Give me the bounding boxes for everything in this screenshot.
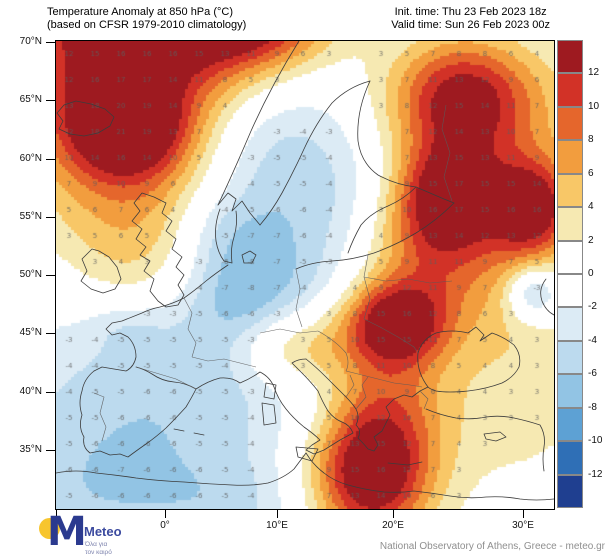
lat-label: 50°N <box>19 269 42 281</box>
colorbar-swatch <box>557 340 583 375</box>
lat-tick <box>46 333 55 335</box>
colorbar-swatch <box>557 240 583 274</box>
colorbar-swatch <box>557 374 583 408</box>
colorbar-swatch <box>557 106 583 141</box>
colorbar-label: -4 <box>588 334 597 346</box>
colorbar-swatch <box>557 173 583 208</box>
meteo-m-mark: M <box>47 509 87 555</box>
colorbar-swatch <box>557 307 583 341</box>
lat-tick <box>46 42 55 43</box>
lat-label: 40°N <box>19 385 42 397</box>
attribution-text: National Observatory of Athens, Greece -… <box>379 541 605 552</box>
colorbar-swatch <box>557 441 583 475</box>
colorbar-label: -2 <box>588 301 597 313</box>
colorbar <box>557 40 584 508</box>
colorbar-swatch <box>557 207 583 241</box>
colorbar-label: 12 <box>588 67 600 79</box>
sun-icon <box>39 518 60 539</box>
colorbar-label: 10 <box>588 100 600 112</box>
lat-tick <box>46 158 55 160</box>
lat-tick <box>46 216 55 218</box>
colorbar-swatch <box>557 40 583 74</box>
colorbar-swatch <box>557 474 583 508</box>
lon-label: 20°E <box>382 520 404 531</box>
lat-label: 55°N <box>19 210 42 222</box>
meteo-logo: M Meteo Όλα για τον καιρό <box>28 509 158 558</box>
lon-label: 30°E <box>512 520 534 531</box>
title-line1: Temperature Anomaly at 850 hPa (°C) <box>47 6 233 18</box>
colorbar-swatch <box>557 140 583 174</box>
lat-label: 70°N <box>19 36 42 47</box>
colorbar-swatch <box>557 73 583 107</box>
colorbar-label: -8 <box>588 401 597 413</box>
colorbar-swatch <box>557 274 583 308</box>
lon-tick <box>165 509 166 518</box>
lon-tick <box>56 509 57 518</box>
colorbar-label: -10 <box>588 435 603 447</box>
lat-tick <box>46 275 55 277</box>
lon-label: 0° <box>160 520 170 531</box>
lat-tick <box>46 391 55 393</box>
run-times: Init. time: Thu 23 Feb 2023 18z Valid ti… <box>391 6 550 32</box>
lon-tick <box>393 509 394 518</box>
colorbar-label: 4 <box>588 201 594 213</box>
lon-tick <box>523 509 524 518</box>
lat-tick <box>46 450 55 452</box>
map-frame <box>55 40 555 510</box>
lon-tick <box>277 509 278 518</box>
init-time: Init. time: Thu 23 Feb 2023 18z <box>394 6 547 18</box>
colorbar-swatch <box>557 407 583 442</box>
colorbar-label: -6 <box>588 368 597 380</box>
colorbar-label: 8 <box>588 134 594 146</box>
lon-label: 10°E <box>266 520 288 531</box>
colorbar-label: -12 <box>588 468 603 480</box>
colorbar-label: 0 <box>588 268 594 279</box>
logo-brand-name: Meteo <box>84 524 122 539</box>
lat-tick <box>46 100 55 102</box>
lat-label: 45°N <box>19 327 42 339</box>
logo-tagline-line1: Όλα για <box>85 541 108 548</box>
lat-label: 35°N <box>19 444 42 456</box>
colorbar-label: 6 <box>588 167 594 179</box>
colorbar-label: 2 <box>588 234 594 246</box>
lat-label: 65°N <box>19 94 42 106</box>
anomaly-field-canvas <box>56 41 554 509</box>
valid-time: Valid time: Sun 26 Feb 2023 00z <box>391 19 550 31</box>
lat-label: 60°N <box>19 152 42 164</box>
title-line2: (based on CFSR 1979-2010 climatology) <box>47 19 247 31</box>
map-title: Temperature Anomaly at 850 hPa (°C) (bas… <box>47 6 246 32</box>
logo-tagline-line2: τον καιρό <box>85 549 112 556</box>
